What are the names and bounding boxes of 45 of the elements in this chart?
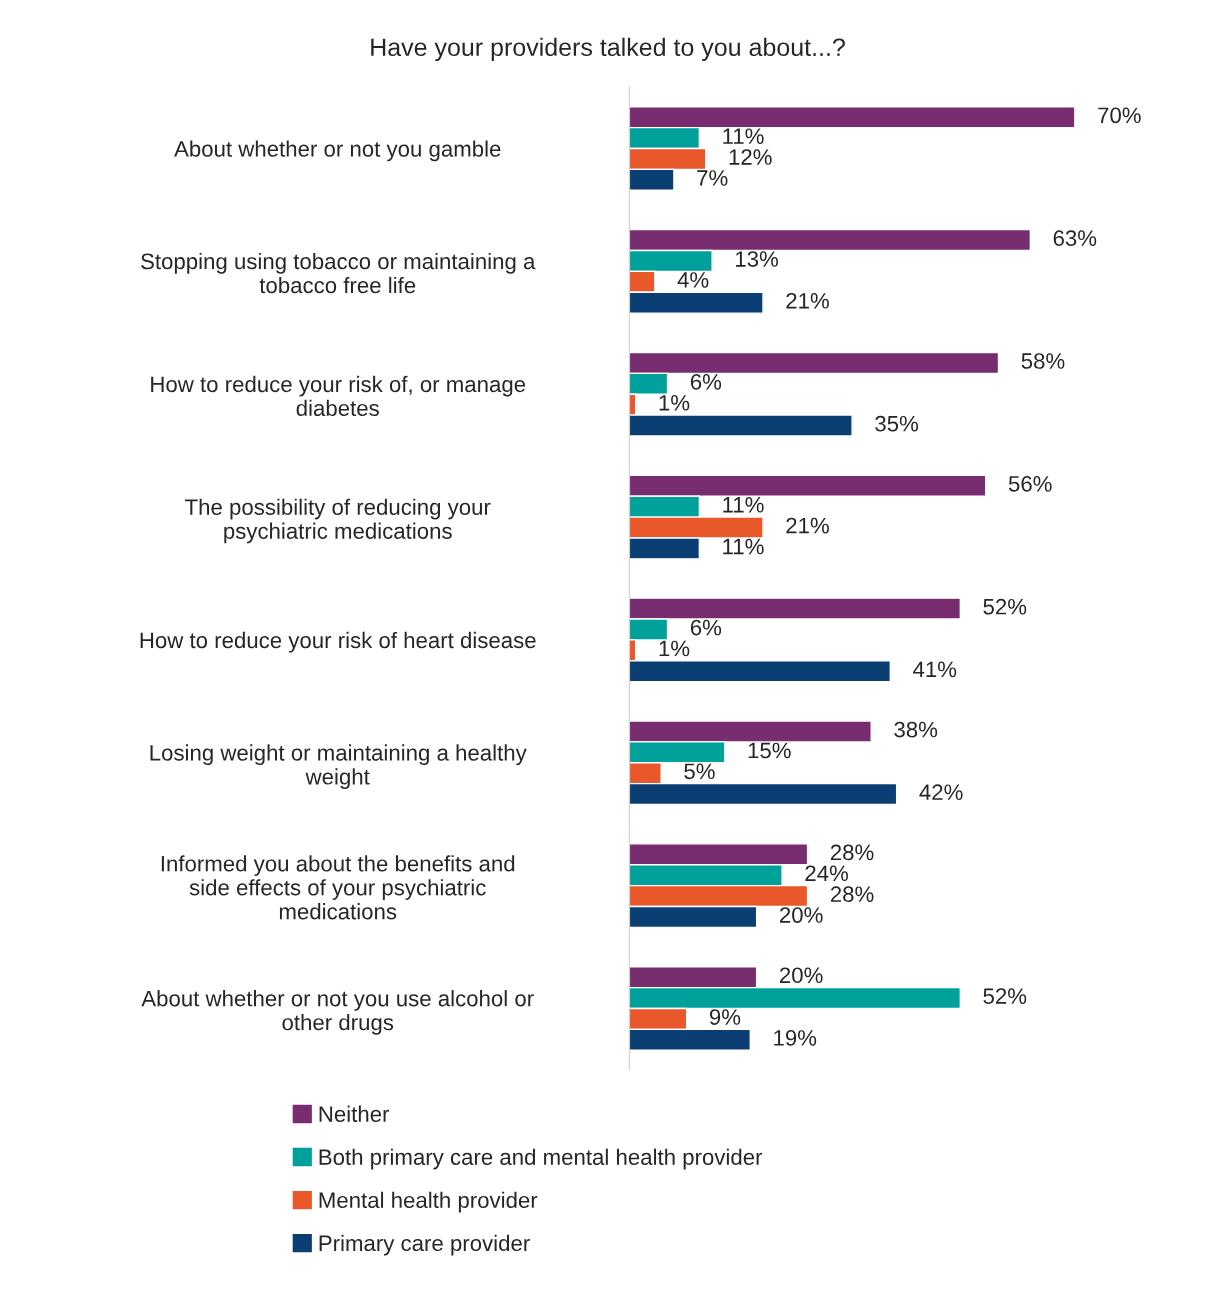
y-tick-label: How to reduce your risk of, or manage diabetes: [151, 375, 526, 417]
y-tick-label: Stopping using tobacco or maintaining a tobacco free life: [141, 252, 536, 294]
data-label: 6%: [690, 374, 722, 390]
data-label: 56%: [1008, 475, 1052, 492]
data-label: 35%: [875, 415, 919, 432]
y-tick-label: About whether or not you use alcohol or other drugs: [141, 990, 534, 1035]
data-label: 70%: [1098, 107, 1141, 124]
data-label: 13%: [736, 251, 779, 267]
chart-title: Have your providers talked to you about...?: [371, 37, 845, 62]
data-label: 24%: [805, 865, 849, 882]
legend-label: Mental health provider: [319, 1191, 538, 1213]
data-label: 4%: [677, 272, 709, 288]
data-label: 6%: [690, 619, 722, 636]
data-label: 11%: [723, 496, 764, 513]
data-label: 19%: [774, 1030, 817, 1046]
data-label: 63%: [1053, 230, 1097, 247]
y-tick-label: Informed you about the benefits and side effects of your psychiatric medications: [161, 855, 515, 920]
data-label: 7%: [697, 170, 728, 186]
data-label: 21%: [786, 517, 829, 534]
data-label: 28%: [830, 844, 874, 861]
data-label: 11%: [723, 538, 764, 555]
data-label: 1%: [659, 640, 690, 657]
y-tick-label: About whether or not you gamble: [174, 140, 501, 162]
data-label: 52%: [983, 598, 1027, 615]
data-label: 52%: [983, 988, 1027, 1004]
data-label: 5%: [684, 763, 715, 780]
data-label: 21%: [786, 292, 829, 309]
data-label: 28%: [830, 886, 874, 903]
data-label: 58%: [1021, 353, 1065, 369]
y-tick-label: The possibility of reducing your psychiatric medications: [185, 498, 491, 544]
data-label: 15%: [748, 742, 791, 759]
legend-label: Both primary care and mental health provider: [319, 1148, 763, 1170]
data-label: 41%: [913, 661, 957, 678]
data-label: 9%: [709, 1009, 741, 1025]
data-label: 38%: [894, 721, 938, 738]
data-label: 12%: [729, 149, 772, 165]
data-label: 20%: [780, 967, 823, 984]
data-label: 42%: [919, 784, 963, 800]
data-label: 20%: [780, 907, 823, 923]
y-tick-label: Losing weight or maintaining a healthy weight: [150, 744, 527, 790]
data-label: 1%: [659, 394, 690, 411]
y-tick-label: How to reduce your risk of heart disease: [140, 631, 536, 653]
legend-label: Neither: [319, 1105, 390, 1122]
data-label: 11%: [723, 128, 764, 144]
legend-label: Primary care provider: [319, 1234, 530, 1256]
